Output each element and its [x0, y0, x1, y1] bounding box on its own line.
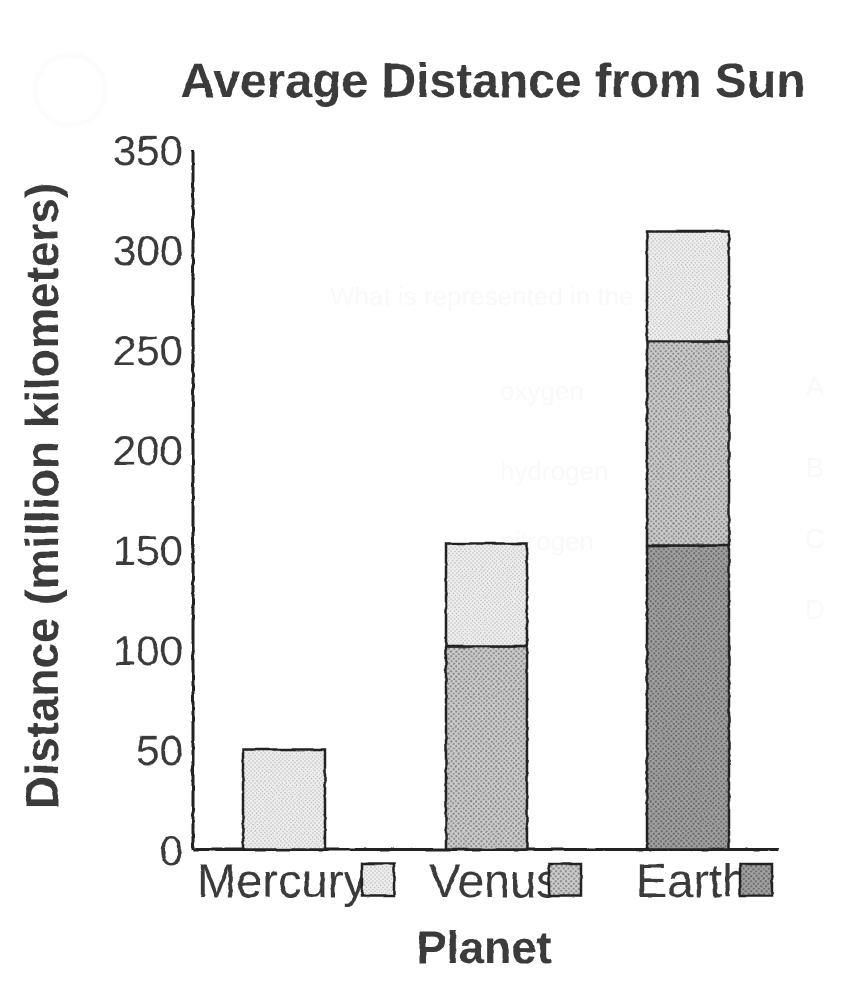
- svg-text:100: 100: [113, 627, 183, 674]
- svg-text:Average Distance from Sun: Average Distance from Sun: [180, 55, 805, 108]
- svg-text:150: 150: [113, 527, 183, 574]
- svg-text:50: 50: [136, 727, 183, 774]
- svg-text:Venus: Venus: [429, 854, 560, 907]
- svg-text:Earth: Earth: [636, 854, 748, 907]
- svg-text:hydrogen: hydrogen: [500, 456, 608, 486]
- svg-text:Distance (million kilometers): Distance (million kilometers): [16, 183, 68, 809]
- svg-text:Mercury: Mercury: [197, 854, 367, 907]
- svg-text:oxygen: oxygen: [500, 376, 584, 406]
- svg-text:B: B: [806, 452, 825, 483]
- svg-text:0: 0: [160, 827, 183, 874]
- svg-text:Planet: Planet: [416, 922, 551, 973]
- svg-text:350: 350: [113, 127, 183, 174]
- svg-text:A: A: [806, 371, 825, 402]
- svg-text:300: 300: [113, 227, 183, 274]
- svg-text:200: 200: [113, 427, 183, 474]
- svg-text:250: 250: [113, 327, 183, 374]
- svg-text:C: C: [805, 523, 825, 554]
- svg-text:D: D: [805, 594, 825, 625]
